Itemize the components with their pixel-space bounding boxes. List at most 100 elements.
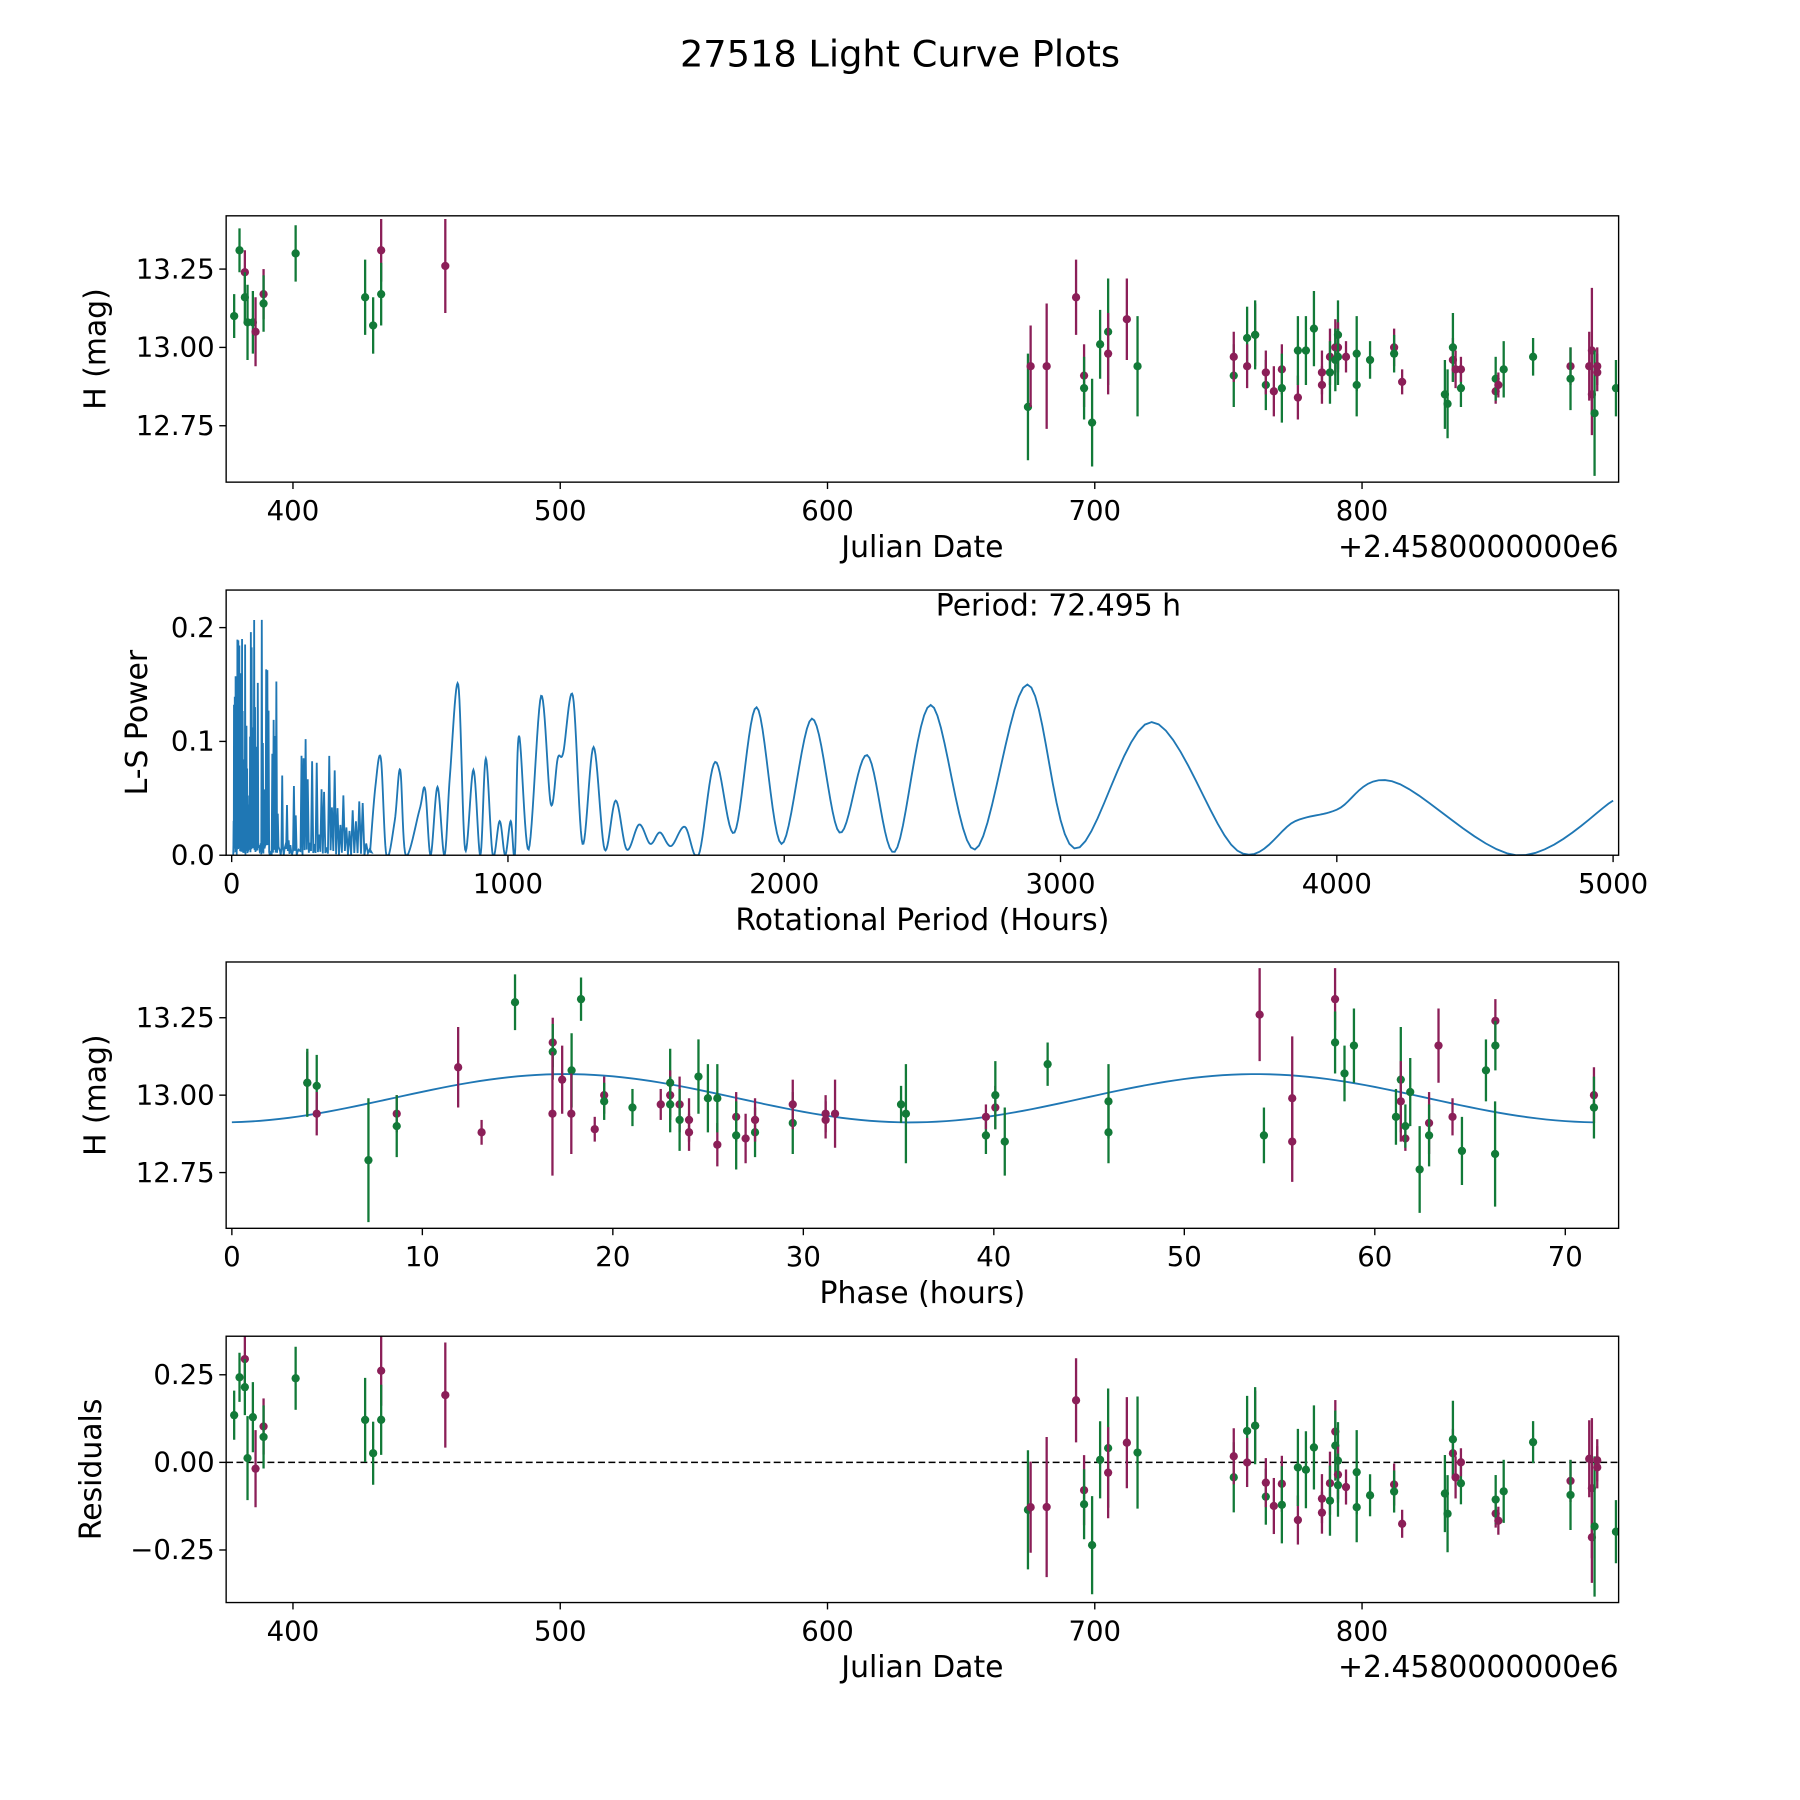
data-point — [1352, 380, 1361, 390]
data-point — [1261, 1478, 1270, 1487]
data-point — [510, 998, 520, 1007]
data-point — [901, 1109, 911, 1118]
x-tick-label: 30 — [786, 1241, 821, 1273]
data-point — [1301, 346, 1311, 355]
data-point — [1325, 368, 1335, 377]
data-point — [1251, 330, 1260, 340]
axes-frame — [225, 961, 1620, 1230]
x-tick-label: 500 — [534, 495, 587, 527]
x-tick-label: 3000 — [1025, 868, 1095, 900]
data-point — [1443, 1509, 1452, 1518]
data-point — [1590, 1522, 1599, 1531]
data-point — [364, 1156, 373, 1165]
data-point — [1499, 1487, 1508, 1496]
axes-frame — [225, 215, 1620, 483]
data-point — [251, 1464, 260, 1473]
data-point — [1087, 1540, 1097, 1550]
data-point — [377, 246, 386, 255]
data-point — [1229, 1452, 1238, 1461]
x-axis-label: Julian Date — [839, 530, 1003, 565]
data-point — [1456, 384, 1466, 393]
data-point — [1333, 1481, 1343, 1490]
figure-title: 27518 Light Curve Plots — [680, 33, 1120, 76]
data-point — [1104, 1468, 1113, 1477]
x-axis-label: Phase (hours) — [820, 1276, 1026, 1311]
data-point — [392, 1121, 401, 1131]
data-point — [1448, 1435, 1458, 1444]
data-point — [1333, 352, 1343, 361]
data-point — [441, 261, 450, 271]
residuals-panel: 400 500 600 700 800 −0.25 0.00 0.25 Julian Date R… — [74, 1335, 1620, 1685]
data-point — [1593, 1463, 1602, 1472]
y-axis-label: H (mag) — [79, 1034, 114, 1155]
data-point — [741, 1134, 750, 1143]
x-tick-label: 800 — [1336, 1615, 1389, 1647]
data-point — [1095, 340, 1105, 349]
y-tick-label: 0.1 — [171, 726, 215, 758]
data-point — [1293, 1463, 1303, 1472]
data-point — [1261, 368, 1270, 377]
data-point — [684, 1128, 694, 1137]
data-point — [981, 1112, 991, 1121]
data-point — [1242, 333, 1252, 343]
data-point — [1443, 399, 1452, 408]
data-point — [1251, 1421, 1260, 1430]
data-point — [1026, 1503, 1035, 1512]
data-point — [1277, 384, 1286, 393]
data-point — [312, 1109, 321, 1118]
data-point — [1481, 1066, 1491, 1075]
x-tick-label: 70 — [1548, 1241, 1583, 1273]
data-point — [981, 1131, 991, 1140]
data-point — [1255, 1010, 1264, 1019]
data-point — [1301, 1465, 1311, 1474]
data-point — [1242, 362, 1252, 371]
periodogram-panel: 0 1000 2000 3000 4000 5000 0.0 0.1 0.2 Rotational… — [120, 588, 1648, 938]
phased-panel: 0 10 20 30 40 50 60 70 12.75 13.00 13.25 Phase (hou… — [79, 961, 1620, 1311]
data-point — [1589, 1103, 1599, 1112]
data-point — [628, 1103, 637, 1112]
y-tick-label: 13.25 — [136, 1002, 215, 1034]
data-point — [1341, 352, 1351, 361]
data-point — [230, 1411, 239, 1420]
x-tick-label: 50 — [1167, 1241, 1202, 1273]
data-point — [1398, 1519, 1407, 1528]
data-point — [1396, 1097, 1405, 1106]
data-point — [1325, 1496, 1335, 1505]
plot-area — [231, 968, 1599, 1223]
x-tick-label: 700 — [1068, 495, 1121, 527]
data-point — [590, 1125, 599, 1134]
x-tick-label: 400 — [267, 1615, 320, 1647]
data-point — [1079, 384, 1089, 393]
y-axis-label: L-S Power — [120, 649, 155, 795]
data-point — [567, 1066, 576, 1075]
x-tick-label: 400 — [267, 495, 320, 527]
data-point — [991, 1091, 1000, 1100]
data-point — [1494, 1516, 1503, 1525]
data-point — [694, 1072, 703, 1081]
y-tick-label: 0.2 — [171, 612, 215, 644]
data-point — [821, 1115, 830, 1125]
data-point — [1349, 1041, 1359, 1050]
x-tick-label: 5000 — [1578, 868, 1648, 900]
data-point — [1448, 1112, 1457, 1121]
data-point — [1317, 380, 1327, 390]
x-tick-label: 20 — [595, 1241, 630, 1273]
y-tick-label: −0.25 — [130, 1534, 214, 1566]
lightcurve-panel: 400 500 600 700 800 12.75 13.00 13.25 Julian Dat… — [79, 215, 1620, 565]
data-point — [1391, 1112, 1401, 1121]
data-point — [377, 1366, 386, 1375]
data-point — [1309, 324, 1319, 333]
x-tick-label: 60 — [1357, 1241, 1392, 1273]
data-point — [1341, 1482, 1351, 1492]
data-point — [1415, 1165, 1424, 1174]
data-point — [1026, 362, 1035, 371]
data-point — [1566, 374, 1575, 383]
data-point — [377, 290, 386, 299]
x-tick-label: 2000 — [749, 868, 819, 900]
data-point — [1122, 1438, 1131, 1447]
x-axis-label: Rotational Period (Hours) — [735, 903, 1109, 938]
data-point — [1456, 1479, 1466, 1488]
data-point — [1499, 365, 1508, 374]
data-point — [1457, 1146, 1467, 1156]
y-tick-label: 12.75 — [136, 1157, 215, 1189]
